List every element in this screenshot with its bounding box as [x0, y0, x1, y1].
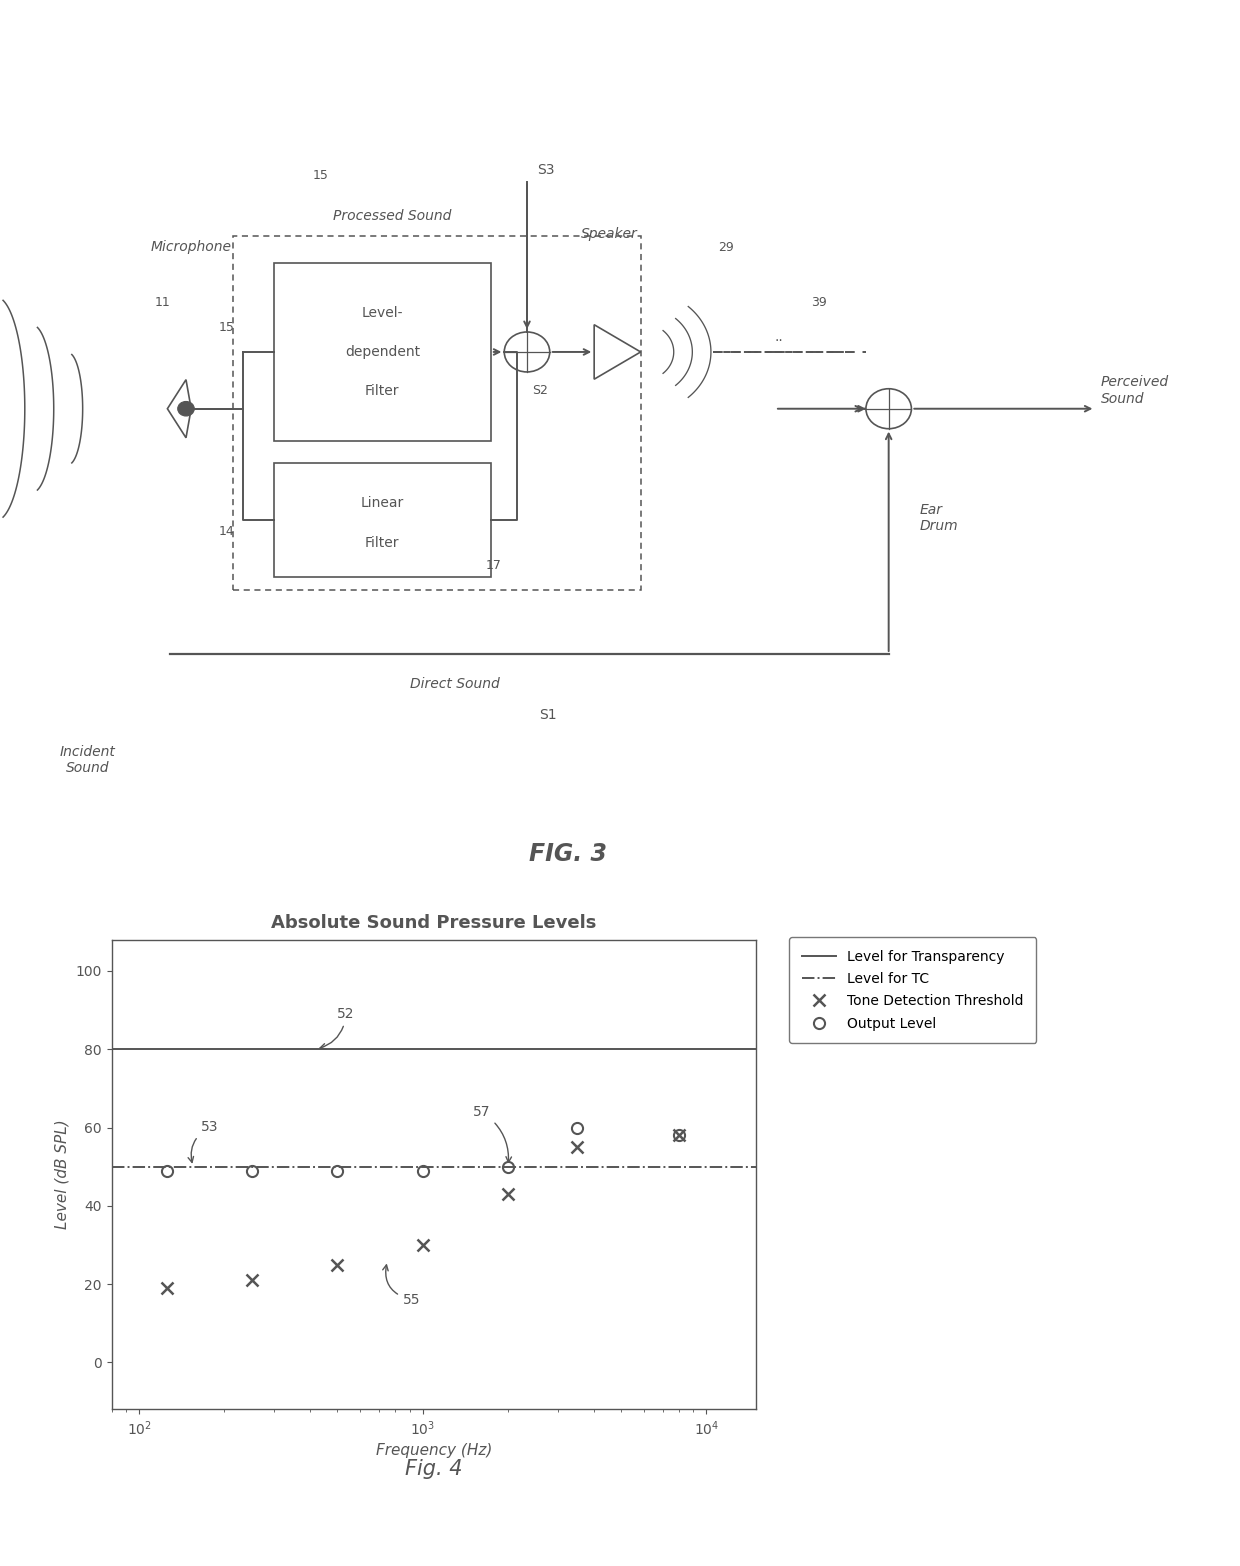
- Text: Perceived
Sound: Perceived Sound: [1101, 376, 1168, 406]
- Text: 14: 14: [218, 525, 234, 537]
- Text: Incident
Sound: Incident Sound: [60, 745, 115, 775]
- Legend: Level for Transparency, Level for TC, Tone Detection Threshold, Output Level: Level for Transparency, Level for TC, To…: [789, 936, 1037, 1043]
- Title: Absolute Sound Pressure Levels: Absolute Sound Pressure Levels: [272, 915, 596, 932]
- Text: 39: 39: [811, 296, 827, 309]
- Polygon shape: [274, 263, 491, 440]
- Text: Ear
Drum: Ear Drum: [920, 503, 959, 532]
- Text: 15: 15: [218, 321, 234, 334]
- Text: Linear: Linear: [361, 496, 404, 511]
- Polygon shape: [274, 464, 491, 576]
- Text: 29: 29: [718, 241, 734, 254]
- Text: 15: 15: [312, 169, 329, 182]
- Text: 52: 52: [320, 1007, 355, 1049]
- Text: 17: 17: [486, 559, 501, 572]
- Text: dependent: dependent: [345, 345, 420, 359]
- Text: 57: 57: [472, 1104, 512, 1162]
- Circle shape: [177, 401, 195, 417]
- Text: 53: 53: [188, 1120, 218, 1162]
- Y-axis label: Level (dB SPL): Level (dB SPL): [55, 1120, 69, 1229]
- Text: Microphone: Microphone: [151, 240, 232, 254]
- Text: Direct Sound: Direct Sound: [409, 677, 500, 691]
- Text: 55: 55: [383, 1265, 420, 1306]
- Text: 11: 11: [155, 296, 170, 309]
- Text: Filter: Filter: [365, 536, 399, 550]
- Text: Fig. 4: Fig. 4: [405, 1460, 463, 1478]
- Text: FIG. 3: FIG. 3: [529, 843, 608, 866]
- X-axis label: Frequency (Hz): Frequency (Hz): [376, 1444, 492, 1458]
- Text: S1: S1: [539, 708, 557, 722]
- Text: S2: S2: [532, 384, 548, 396]
- Text: Filter: Filter: [365, 384, 399, 398]
- Text: Level-: Level-: [362, 305, 403, 319]
- Text: Processed Sound: Processed Sound: [334, 208, 451, 222]
- Text: S3: S3: [537, 163, 554, 177]
- Text: Speaker: Speaker: [582, 227, 639, 241]
- Text: ..: ..: [775, 330, 784, 345]
